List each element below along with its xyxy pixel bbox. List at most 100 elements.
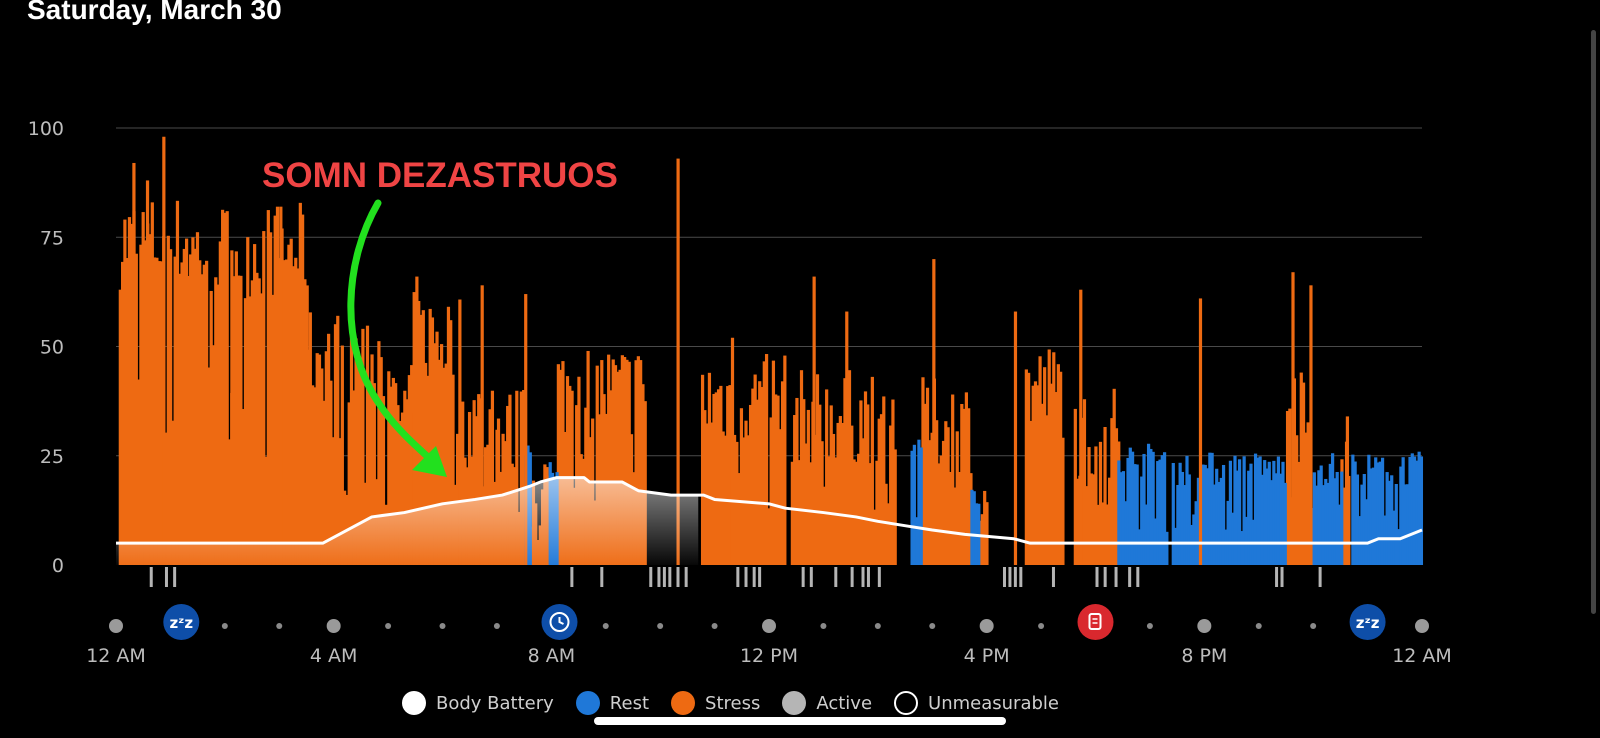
x-tick-label: 12 AM [86,645,146,667]
stress-bar [490,390,495,565]
stress-bar [676,158,680,565]
axis-dot [1038,623,1045,629]
sleep-icon[interactable]: zᶻz [1349,604,1386,640]
rest-bar [1226,500,1230,565]
rest-bar [912,444,916,565]
stress-bar [627,361,631,565]
stress-bar [198,260,202,565]
stress-bar [311,385,315,565]
stress-bar [403,390,407,565]
rest-bar [1205,468,1210,565]
log-icon[interactable] [1077,604,1114,640]
y-tick-label: 0 [52,555,64,577]
stress-bar [1038,356,1042,565]
axis-dot [109,619,123,633]
stress-bar [1114,428,1119,565]
stress-bar [301,214,305,566]
stress-bar [755,399,760,565]
stress-bar [458,299,462,565]
stress-bar [845,311,849,565]
legend-label: Unmeasurable [928,692,1059,714]
stress-bar [797,460,801,565]
sleep-icon-bg [163,604,200,640]
axis-dot [602,623,609,629]
stress-bar [400,412,405,565]
stress-bar [273,215,277,565]
rest-bar [1401,457,1405,565]
stress-bar [769,417,773,565]
stress-bar [415,276,419,565]
stress-bar [716,389,721,565]
rest-bar [1128,447,1132,565]
stress-bar [815,374,820,565]
y-tick-label: 50 [40,337,64,359]
sleep-icon-glyph: zᶻz [169,614,193,632]
rest-bar [1219,477,1223,565]
stress-bar [1291,272,1295,565]
rest-bar [1162,452,1167,565]
stress-bar [748,404,753,565]
scrollbar[interactable] [1591,30,1596,614]
stress-bar [985,502,989,565]
stress-bar [287,244,291,565]
axis-dot [1415,619,1429,633]
sleep-icon-glyph: zᶻz [1356,614,1380,632]
stress-bar [171,420,175,565]
stress-bar [586,350,590,565]
rest-bar [1142,453,1146,565]
stress-bar [145,180,150,565]
stress-bar [639,360,643,565]
stress-bar [477,394,481,565]
stress-rest-bars [118,136,1424,566]
stress-bar [1085,486,1089,565]
rest-bar [970,489,974,565]
stress-bar [340,345,344,565]
home-indicator[interactable] [594,717,1006,725]
stress-bar [838,416,842,565]
stress-bar [928,440,932,565]
legend-swatch [894,691,919,715]
clock-icon[interactable] [541,604,578,640]
stress-bar [343,490,347,565]
stress-bar [1101,502,1105,565]
stress-bar [250,280,254,565]
rest-bar [1371,467,1376,565]
rest-bar [1217,481,1221,565]
stress-bar [1027,372,1031,565]
stress-bar [889,425,893,565]
rest-bar [1228,460,1233,565]
stress-bar [1285,411,1290,565]
stress-bar [506,405,510,565]
stress-bar [891,399,895,565]
stress-bar [191,237,195,565]
stress-bar [461,401,465,565]
stress-bar [169,249,173,565]
rest-bar [1337,504,1342,565]
stress-bar [618,369,622,565]
stress-bar [735,441,739,565]
stress-bar [306,349,310,565]
stress-bar [1047,349,1051,565]
stress-bar [825,389,829,565]
stress-bar [370,354,374,565]
stress-bar [960,404,964,565]
stress-bar [132,162,136,565]
rest-bar [1315,485,1319,565]
stress-bar [405,399,409,565]
rest-bar [1279,473,1283,565]
rest-bar [1265,468,1269,565]
sleep-icon[interactable]: zᶻz [163,604,200,640]
rest-bar [1312,472,1316,565]
stress-bar [809,462,813,565]
rest-bar [1119,472,1123,565]
stress-bar [827,456,831,565]
stress-bar [611,359,615,565]
rest-bar [1135,464,1139,565]
stress-bar [361,328,365,565]
rest-bar [1324,478,1328,565]
stress-bar [884,483,888,565]
rest-bar [1410,453,1414,565]
stress-bar [930,432,934,565]
stress-bar [243,298,248,565]
stress-bar [764,354,769,565]
